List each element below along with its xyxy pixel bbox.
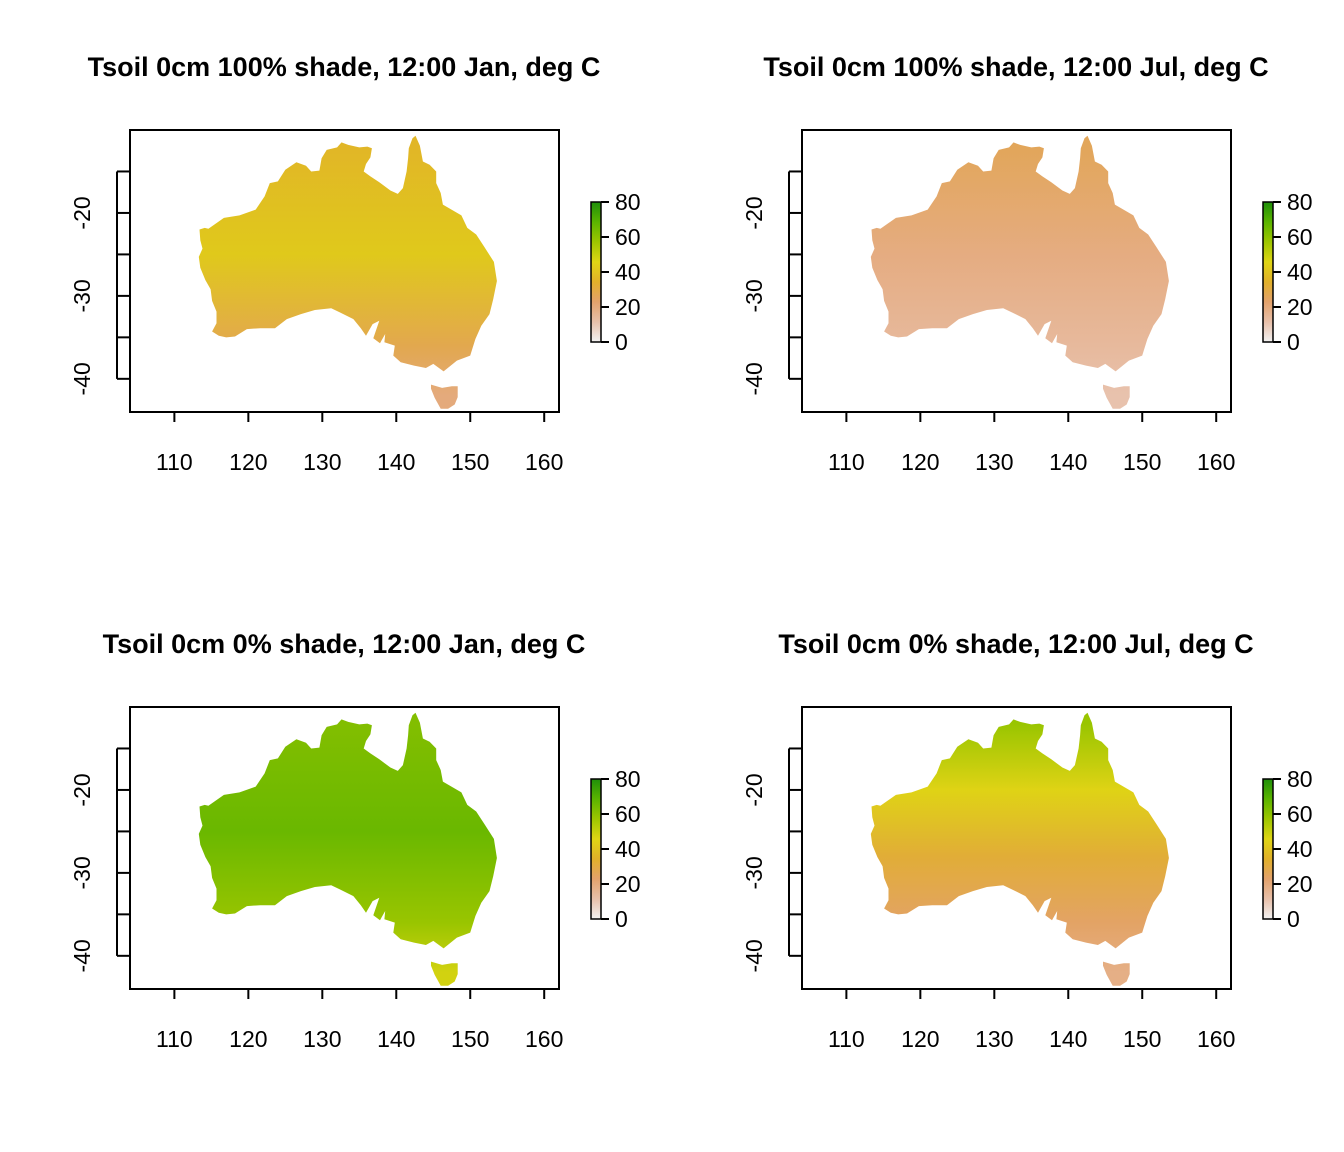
- colorbar-tick-label: 20: [615, 871, 641, 897]
- map-panel-2: Tsoil 0cm 100% shade, 12:00 Jul, deg C 11…: [741, 52, 1313, 475]
- panel-title: Tsoil 0cm 0% shade, 12:00 Jul, deg C: [778, 629, 1253, 659]
- australia-mainland-raster: [870, 135, 1169, 372]
- map-panel-3: Tsoil 0cm 0% shade, 12:00 Jan, deg C 110 1…: [69, 629, 641, 1052]
- colorbar-tick-label: 0: [615, 906, 628, 932]
- colorbar: [591, 779, 601, 919]
- x-tick-label: 160: [525, 1026, 563, 1052]
- panel-title: Tsoil 0cm 100% shade, 12:00 Jan, deg C: [88, 52, 601, 82]
- x-tick-label: 150: [1123, 1026, 1161, 1052]
- colorbar-tick-label: 20: [1287, 871, 1313, 897]
- colorbar: [591, 202, 601, 342]
- colorbar-tick-label: 40: [615, 259, 641, 285]
- colorbar-tick-label: 20: [615, 294, 641, 320]
- y-tick-label: -20: [69, 773, 95, 806]
- colorbar-tick-label: 40: [1287, 259, 1313, 285]
- x-tick-label: 150: [1123, 449, 1161, 475]
- x-tick-label: 140: [377, 449, 415, 475]
- y-tick-label: -30: [741, 279, 767, 312]
- x-tick-label: 140: [377, 1026, 415, 1052]
- colorbar-tick-label: 0: [615, 329, 628, 355]
- x-tick-label: 110: [156, 449, 193, 475]
- colorbar-tick-label: 20: [1287, 294, 1313, 320]
- x-tick-label: 120: [229, 449, 267, 475]
- panel-title: Tsoil 0cm 0% shade, 12:00 Jan, deg C: [103, 629, 586, 659]
- y-tick-label: -40: [69, 362, 95, 395]
- colorbar-tick-label: 60: [1287, 801, 1313, 827]
- x-tick-label: 140: [1049, 1026, 1087, 1052]
- x-tick-label: 120: [901, 449, 939, 475]
- x-tick-label: 110: [828, 449, 865, 475]
- y-tick-label: -20: [69, 196, 95, 229]
- colorbar: [1263, 779, 1273, 919]
- colorbar-tick-label: 0: [1287, 906, 1300, 932]
- x-tick-label: 120: [229, 1026, 267, 1052]
- y-tick-label: -40: [69, 939, 95, 972]
- colorbar-tick-label: 80: [615, 189, 641, 215]
- colorbar-tick-label: 60: [615, 801, 641, 827]
- colorbar: [1263, 202, 1273, 342]
- australia-mainland-raster: [198, 135, 497, 372]
- colorbar-tick-label: 80: [1287, 189, 1313, 215]
- colorbar-tick-label: 80: [1287, 766, 1313, 792]
- y-tick-label: -30: [69, 279, 95, 312]
- y-tick-label: -30: [69, 856, 95, 889]
- x-tick-label: 160: [1197, 449, 1235, 475]
- y-tick-label: -40: [741, 362, 767, 395]
- y-tick-label: -20: [741, 196, 767, 229]
- colorbar-tick-label: 40: [615, 836, 641, 862]
- colorbar-tick-label: 80: [615, 766, 641, 792]
- x-tick-label: 150: [451, 449, 489, 475]
- map-panel-1: Tsoil 0cm 100% shade, 12:00 Jan, deg C 11…: [69, 52, 641, 475]
- y-tick-label: -40: [741, 939, 767, 972]
- x-tick-label: 110: [828, 1026, 865, 1052]
- x-tick-label: 120: [901, 1026, 939, 1052]
- x-tick-label: 130: [303, 1026, 341, 1052]
- x-tick-label: 130: [303, 449, 341, 475]
- colorbar-tick-label: 40: [1287, 836, 1313, 862]
- map-panel-4: Tsoil 0cm 0% shade, 12:00 Jul, deg C 110 1…: [741, 629, 1313, 1052]
- x-tick-label: 140: [1049, 449, 1087, 475]
- y-tick-label: -20: [741, 773, 767, 806]
- tasmania-raster: [1103, 961, 1130, 986]
- x-tick-label: 130: [975, 449, 1013, 475]
- australia-mainland-raster: [870, 712, 1169, 949]
- panel-title: Tsoil 0cm 100% shade, 12:00 Jul, deg C: [763, 52, 1268, 82]
- colorbar-tick-label: 60: [1287, 224, 1313, 250]
- colorbar-tick-label: 60: [615, 224, 641, 250]
- tasmania-raster: [431, 961, 458, 986]
- x-tick-label: 110: [156, 1026, 193, 1052]
- tasmania-raster: [431, 384, 458, 409]
- australia-mainland-raster: [198, 712, 497, 949]
- tasmania-raster: [1103, 384, 1130, 409]
- x-tick-label: 150: [451, 1026, 489, 1052]
- x-tick-label: 160: [525, 449, 563, 475]
- x-tick-label: 130: [975, 1026, 1013, 1052]
- y-tick-label: -30: [741, 856, 767, 889]
- colorbar-tick-label: 0: [1287, 329, 1300, 355]
- x-tick-label: 160: [1197, 1026, 1235, 1052]
